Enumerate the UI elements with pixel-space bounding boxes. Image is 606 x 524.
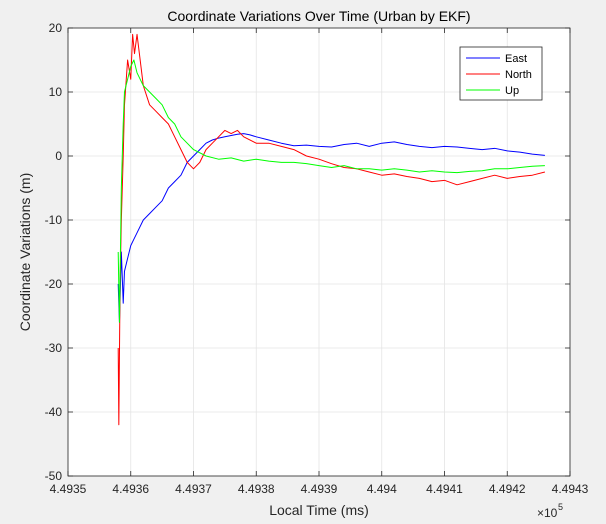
series-lines [117,33,546,426]
y-tick-label: -50 [45,469,63,483]
x-tick-label: 4.4937 [175,482,212,496]
series-line-east [117,133,545,323]
y-tick-label: 10 [49,85,63,99]
legend: East North Up [459,46,543,101]
x-tick-label: 4.4939 [301,482,338,496]
legend-label-east: East [505,53,527,65]
x-tick-label: 4.4936 [112,482,149,496]
x-tick-label: 4.4943 [552,482,589,496]
x-tick-label: 4.494 [367,482,397,496]
series-line-up [117,59,545,323]
x-exponent-power: 5 [558,502,563,512]
x-tick-label: 4.4941 [426,482,463,496]
axis-ticks: 4.4935 4.4936 4.4937 4.4938 4.4939 4.494 4.494… [45,21,589,496]
x-exponent-base: ×10 [537,506,558,520]
y-tick-label: -20 [45,277,63,291]
y-tick-label: -10 [45,213,63,227]
legend-label-north: North [505,69,532,81]
legend-label-up: Up [505,85,519,97]
y-axis-label: Coordinate Variations (m) [17,173,33,331]
y-tick-label: -40 [45,405,63,419]
series-line-north [117,33,546,426]
x-tick-label: 4.4938 [238,482,275,496]
y-tick-label: -30 [45,341,63,355]
y-tick-label: 0 [55,149,62,163]
x-tick-label: 4.4942 [489,482,526,496]
chart-title: Coordinate Variations Over Time (Urban b… [167,8,470,24]
y-tick-label: 20 [49,21,63,35]
x-axis-label: Local Time (ms) [269,502,369,518]
x-tick-label: 4.4935 [50,482,87,496]
